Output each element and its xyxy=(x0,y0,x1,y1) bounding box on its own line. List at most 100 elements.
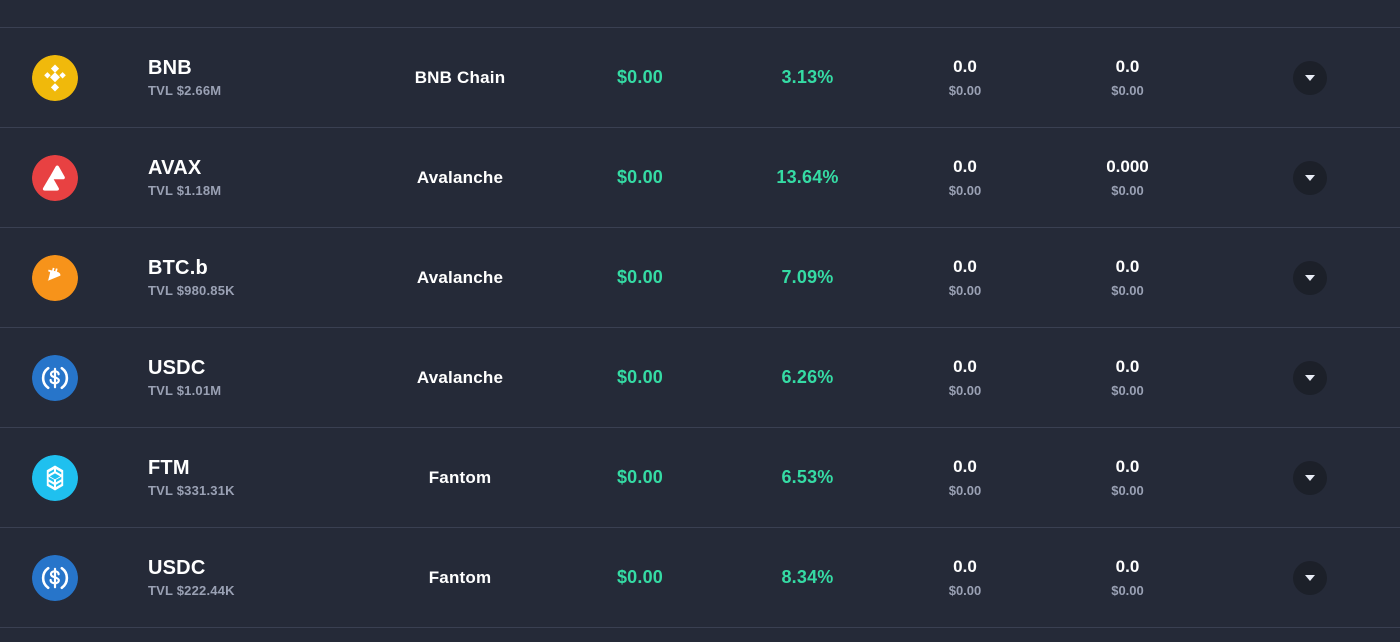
wallet-balance-cell: 0.0 $0.00 xyxy=(895,57,1035,97)
deposit-balance-usd: $0.00 xyxy=(1111,282,1144,298)
chain-cell: BNB Chain xyxy=(360,68,560,88)
deposited-value: $0.00 xyxy=(616,567,664,587)
chevron-down-icon xyxy=(1305,74,1315,81)
expand-row-button[interactable] xyxy=(1293,360,1327,395)
deposited-cell: $0.00 xyxy=(560,267,720,288)
deposit-balance-usd: $0.00 xyxy=(1111,82,1144,98)
apy-value: 7.09% xyxy=(781,267,834,287)
table-row-partial-above: $0.00 $0.00 xyxy=(0,0,1400,28)
asset-name: USDC xyxy=(148,557,206,579)
asset-cell: FTM TVL $331.31K xyxy=(110,457,360,498)
chain-name: Avalanche xyxy=(416,167,504,187)
deposit-balance-amount: 0.0 xyxy=(1115,557,1140,577)
wallet-balance-cell: 0.0 $0.00 xyxy=(895,557,1035,597)
apy-value: 8.34% xyxy=(781,567,834,587)
deposited-cell: $0.00 xyxy=(560,167,720,188)
expand-row-button[interactable] xyxy=(1293,460,1327,495)
asset-tvl: TVL $222.44K xyxy=(148,583,235,598)
deposit-balance-cell: 0.000 $0.00 xyxy=(1035,157,1220,197)
wallet-balance-usd: $0.00 xyxy=(948,182,982,198)
table-row[interactable]: AVAX TVL $1.18M Avalanche $0.00 13.64% 0.0 $0.… xyxy=(0,128,1400,228)
apy-cell: 7.09% xyxy=(720,267,895,288)
chain-cell: Avalanche xyxy=(360,368,560,388)
deposit-balance-amount: 0.0 xyxy=(1115,57,1140,77)
actions-cell xyxy=(1220,460,1400,495)
asset-name: USDC xyxy=(148,357,206,379)
asset-cell: AVAX TVL $1.18M xyxy=(110,157,360,198)
apy-value: 3.13% xyxy=(781,67,834,87)
deposited-cell: $0.00 xyxy=(560,467,720,488)
expand-row-button[interactable] xyxy=(1293,260,1327,295)
chain-cell: Avalanche xyxy=(360,168,560,188)
asset-name: FTM xyxy=(148,457,190,479)
token-icon-cell xyxy=(0,554,110,601)
deposited-value: $0.00 xyxy=(616,367,664,387)
wallet-balance-amount: 0.0 xyxy=(953,357,977,377)
wallet-balance-cell: 0.0 $0.00 xyxy=(895,157,1035,197)
chain-name: Avalanche xyxy=(416,267,504,287)
wallet-balance-usd: $0.00 xyxy=(948,282,982,298)
wallet-balance-amount: 0.0 xyxy=(953,557,977,577)
table-row[interactable]: USDC TVL $1.01M Avalanche $0.00 6.26% 0.0 $0.0… xyxy=(0,328,1400,428)
asset-cell: BNB TVL $2.66M xyxy=(110,57,360,98)
actions-cell xyxy=(1220,260,1400,295)
deposit-balance-cell: 0.0 $0.00 xyxy=(1035,557,1220,597)
expand-row-button[interactable] xyxy=(1293,560,1327,595)
deposit-balance-cell: 0.0 $0.00 xyxy=(1035,257,1220,297)
chevron-down-icon xyxy=(1305,574,1315,581)
token-icon-cell xyxy=(0,254,110,301)
table-row[interactable]: FTM TVL $331.31K Fantom $0.00 6.53% 0.0 $0.00 0… xyxy=(0,428,1400,528)
apy-cell: 8.34% xyxy=(720,567,895,588)
table-row[interactable]: BNB TVL $2.66M BNB Chain $0.00 3.13% 0.0 $0.00… xyxy=(0,28,1400,128)
deposit-balance-usd: $0.00 xyxy=(1111,582,1144,598)
chevron-down-icon xyxy=(1305,474,1315,481)
deposit-balance-usd: $0.00 xyxy=(1111,182,1144,198)
deposit-balance-cell: 0.0 $0.00 xyxy=(1035,57,1220,97)
asset-tvl: TVL $2.66M xyxy=(148,83,222,98)
apy-value: 6.53% xyxy=(781,467,834,487)
wallet-balance-cell: 0.0 $0.00 xyxy=(895,357,1035,397)
asset-tvl: TVL $980.85K xyxy=(148,283,235,298)
table-row[interactable]: BTC.b TVL $980.85K Avalanche $0.00 7.09% 0.0 $… xyxy=(0,228,1400,328)
deposited-value: $0.00 xyxy=(616,467,664,487)
wallet-balance-usd: $0.00 xyxy=(948,382,982,398)
asset-name: AVAX xyxy=(148,157,202,179)
apy-value: 6.26% xyxy=(781,367,834,387)
deposited-value: $0.00 xyxy=(616,267,664,287)
asset-table-body: BNB TVL $2.66M BNB Chain $0.00 3.13% 0.0 $0.00… xyxy=(0,28,1400,628)
token-icon-cell xyxy=(0,54,110,101)
deposited-cell: $0.00 xyxy=(560,67,720,88)
asset-tvl: TVL $1.01M xyxy=(148,383,222,398)
wallet-balance-amount: 0.0 xyxy=(953,457,977,477)
chevron-down-icon xyxy=(1305,374,1315,381)
deposit-balance-amount: 0.0 xyxy=(1115,357,1140,377)
deposited-cell: $0.00 xyxy=(560,367,720,388)
deposit-balance-cell: 0.0 $0.00 xyxy=(1035,457,1220,497)
apy-cell: 6.26% xyxy=(720,367,895,388)
avax-token-icon xyxy=(32,154,78,201)
chain-name: BNB Chain xyxy=(414,67,506,87)
apy-cell: 13.64% xyxy=(720,167,895,188)
expand-row-button[interactable] xyxy=(1293,60,1327,95)
asset-cell: BTC.b TVL $980.85K xyxy=(110,257,360,298)
deposit-balance-amount: 0.000 xyxy=(1106,157,1149,177)
wallet-balance-usd: $0.00 xyxy=(948,82,982,98)
actions-cell xyxy=(1220,360,1400,395)
actions-cell xyxy=(1220,60,1400,95)
chevron-down-icon xyxy=(1305,274,1315,281)
actions-cell xyxy=(1220,160,1400,195)
expand-row-button[interactable] xyxy=(1293,160,1327,195)
asset-name: BTC.b xyxy=(148,257,208,279)
wallet-balance-amount: 0.0 xyxy=(953,57,977,77)
deposit-balance-usd: $0.00 xyxy=(1111,382,1144,398)
asset-name: BNB xyxy=(148,57,192,79)
chain-name: Fantom xyxy=(428,567,492,587)
deposit-balance-amount: 0.0 xyxy=(1115,457,1140,477)
table-row[interactable]: USDC TVL $222.44K Fantom $0.00 8.34% 0.0 $0.00… xyxy=(0,528,1400,628)
token-icon-cell xyxy=(0,154,110,201)
asset-tvl: TVL $1.18M xyxy=(148,183,222,198)
bnb-token-icon xyxy=(32,54,78,101)
deposited-value: $0.00 xyxy=(616,67,664,87)
wallet-balance-cell: 0.0 $0.00 xyxy=(895,257,1035,297)
